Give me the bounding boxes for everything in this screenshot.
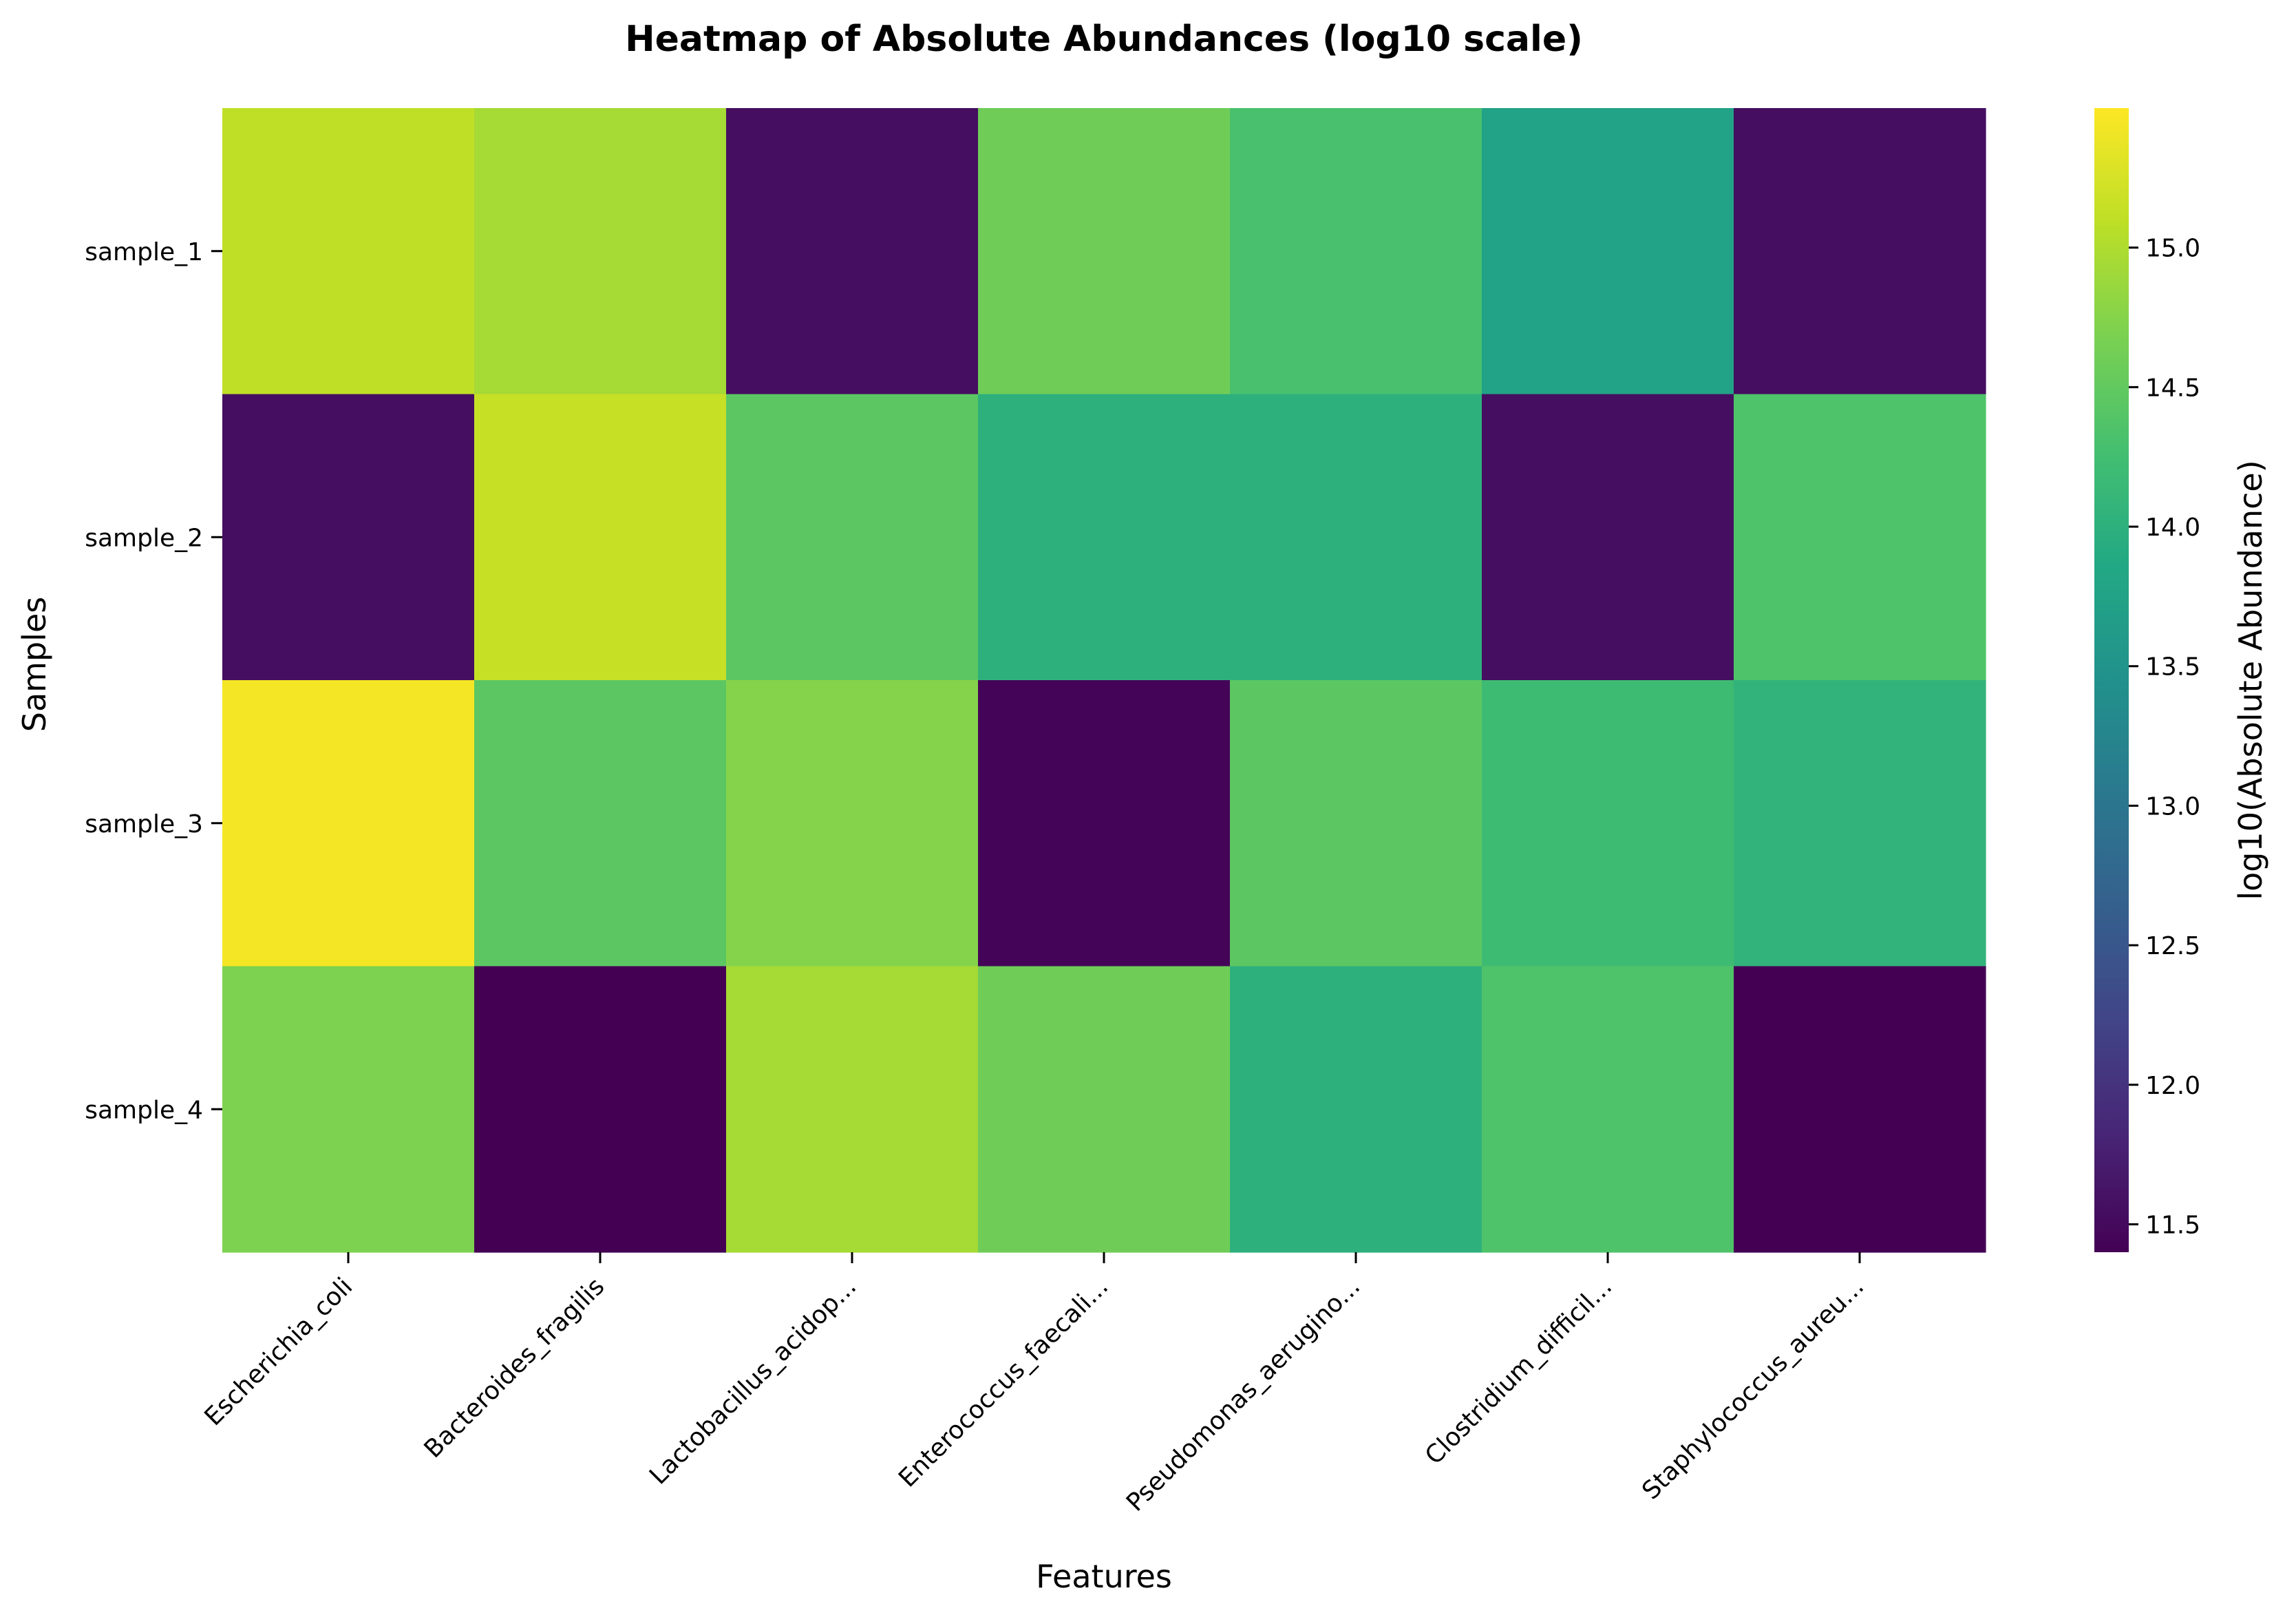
- heatmap-cell-sample_3-6: [1482, 680, 1734, 967]
- heatmap-cell-sample_4-7: [1734, 966, 1986, 1253]
- heatmap-cell-sample_2-1: [222, 394, 475, 681]
- heatmap-cell-sample_4-6: [1482, 966, 1734, 1253]
- colorbar-tick-label: 12.5: [2145, 932, 2200, 960]
- x-tick-label: Escherichia_coli: [199, 1272, 358, 1431]
- y-tick-label: sample_2: [85, 524, 203, 552]
- heatmap-cell-sample_2-5: [1230, 394, 1482, 681]
- heatmap-cell-sample_3-2: [474, 680, 727, 967]
- colorbar-tick-label: 12.0: [2145, 1072, 2200, 1100]
- heatmap-cell-sample_3-1: [222, 680, 475, 967]
- colorbar-tick-label: 11.5: [2145, 1211, 2200, 1239]
- heatmap-cell-sample_4-1: [222, 966, 475, 1253]
- heatmap-cell-sample_1-7: [1734, 108, 1986, 395]
- x-tick-label: Clostridium_difficil...: [1420, 1272, 1617, 1470]
- heatmap-cell-sample_1-3: [726, 108, 979, 395]
- y-axis: sample_1 sample_2 sample_3 sample_4: [85, 238, 222, 1124]
- heatmap-cell-sample_4-3: [726, 966, 979, 1253]
- colorbar-tick-label: 14.5: [2145, 374, 2200, 402]
- heatmap-cell-sample_3-4: [978, 680, 1231, 967]
- x-tick-label: Lactobacillus_acidop...: [644, 1272, 862, 1490]
- colorbar-label: log10(Absolute Abundance): [2232, 460, 2269, 900]
- heatmap-cell-sample_2-3: [726, 394, 979, 681]
- heatmap-cell-sample_1-4: [978, 108, 1231, 395]
- heatmap-cell-sample_3-7: [1734, 680, 1986, 967]
- colorbar-ticks: 11.5 12.0 12.5 13.0 13.5 14.0 14.5 15.0: [2129, 235, 2200, 1239]
- heatmap-cell-sample_1-6: [1482, 108, 1734, 395]
- heatmap-cell-sample_2-6: [1482, 394, 1734, 681]
- x-tick-label: Pseudomonas_aerugino...: [1121, 1272, 1365, 1517]
- heatmap-cell-sample_2-7: [1734, 394, 1986, 681]
- colorbar-tick-label: 13.5: [2145, 653, 2200, 682]
- x-axis-label: Features: [1036, 1558, 1172, 1595]
- x-tick-label: Bacteroides_fragilis: [419, 1272, 610, 1464]
- heatmap-cell-sample_1-2: [474, 108, 727, 395]
- y-axis-label: Samples: [16, 597, 53, 732]
- x-tick-label: Enterococcus_faecali...: [893, 1272, 1114, 1492]
- x-tick-label: Staphylococcus_aureu...: [1637, 1272, 1869, 1505]
- y-tick-label: sample_3: [85, 810, 203, 838]
- colorbar: [2094, 108, 2129, 1252]
- chart-title: Heatmap of Absolute Abundances (log10 sc…: [625, 19, 1583, 60]
- heatmap-cell-sample_3-3: [726, 680, 979, 967]
- colorbar-tick-label: 14.0: [2145, 514, 2200, 542]
- heatmap-cells: [222, 108, 1986, 1253]
- colorbar-tick-label: 13.0: [2145, 792, 2200, 821]
- heatmap-cell-sample_1-1: [222, 108, 475, 395]
- heatmap-cell-sample_2-4: [978, 394, 1231, 681]
- colorbar-tick-label: 15.0: [2145, 235, 2200, 263]
- y-tick-label: sample_4: [85, 1096, 203, 1124]
- heatmap-cell-sample_4-4: [978, 966, 1231, 1253]
- heatmap-cell-sample_4-2: [474, 966, 727, 1253]
- heatmap-cell-sample_1-5: [1230, 108, 1482, 395]
- y-tick-label: sample_1: [85, 238, 203, 266]
- heatmap-cell-sample_4-5: [1230, 966, 1482, 1253]
- heatmap-cell-sample_2-2: [474, 394, 727, 681]
- heatmap-cell-sample_3-5: [1230, 680, 1482, 967]
- x-axis: Escherichia_coli Bacteroides_fragilis Lact…: [199, 1252, 1869, 1517]
